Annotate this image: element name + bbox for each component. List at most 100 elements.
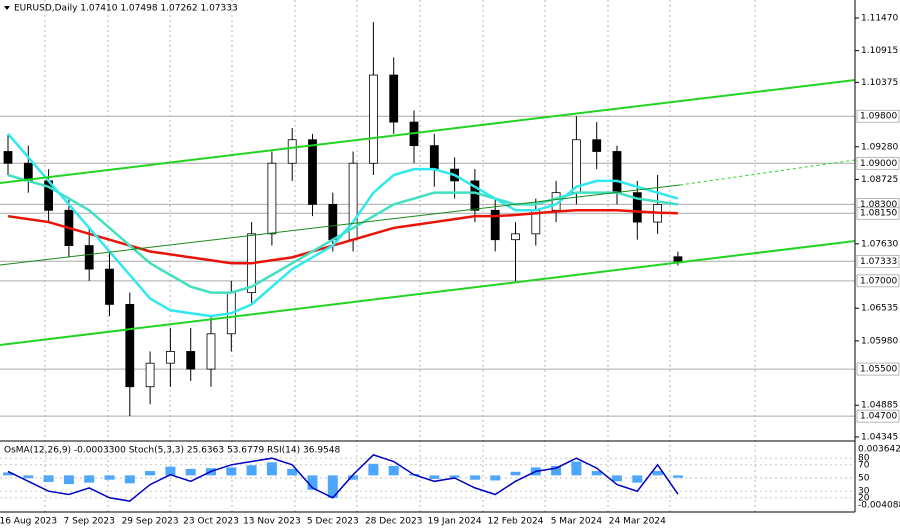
osma-bar (104, 475, 115, 480)
candle-body (429, 145, 439, 170)
stoch-tick-label: 70 (858, 460, 870, 470)
y-tick-label: 1.10915 (861, 46, 898, 56)
level-box (856, 409, 900, 423)
candle-body (308, 139, 317, 205)
level-label: 1.08300 (860, 200, 897, 210)
osma-bar (124, 475, 135, 484)
level-label: 1.09000 (860, 159, 897, 169)
osma-bar (307, 475, 318, 490)
y-tick-label: 1.04345 (861, 433, 898, 443)
level-label: 1.07333 (860, 257, 897, 267)
y-tick-label: 1.09280 (861, 142, 898, 152)
osma-bar (63, 475, 74, 485)
grid (44, 0, 756, 512)
y-tick-label: 1.04885 (861, 401, 898, 411)
osma-bar (327, 475, 338, 498)
level-box (856, 206, 900, 220)
candle-body (592, 139, 602, 152)
x-tick-label: 24 Mar 2024 (609, 517, 666, 527)
candle-body (632, 192, 642, 223)
candle-body (3, 151, 13, 164)
osma-bar (469, 475, 480, 480)
y-tick-label: 1.07630 (861, 239, 898, 249)
x-tick-label: 5 Mar 2024 (551, 517, 603, 527)
candle-body (206, 333, 216, 370)
osma-bar (287, 468, 298, 476)
osma-bar (429, 475, 440, 480)
osma-bar (84, 475, 95, 483)
candle-body (389, 74, 399, 123)
osma-bar (43, 475, 54, 482)
osma-bar (3, 472, 13, 476)
candle-body (186, 351, 196, 370)
x-tick-label: 7 Sep 2023 (64, 517, 115, 527)
candle-body (673, 256, 683, 262)
candle-body (84, 245, 94, 270)
level-label: 1.07000 (860, 276, 897, 286)
y-tick-label: 1.11470 (861, 14, 898, 24)
candle-body (105, 268, 114, 305)
x-tick-label: 23 Oct 2023 (183, 517, 239, 527)
osma-bar (246, 465, 257, 476)
osma-bar (551, 465, 562, 476)
candle-body (490, 209, 500, 241)
level-box (856, 254, 900, 268)
osma-bar (226, 467, 237, 476)
candle-body (368, 74, 378, 164)
level-label: 1.04700 (860, 412, 897, 422)
level-box (856, 109, 900, 123)
level-label: 1.05500 (860, 365, 897, 375)
osma-bar (348, 475, 359, 480)
level-label: 1.09800 (860, 112, 897, 122)
x-tick-label: 29 Sep 2023 (122, 517, 179, 527)
osma-bar (571, 461, 582, 476)
channel (0, 79, 856, 346)
candle-body (612, 151, 622, 194)
candle-body (145, 362, 155, 388)
x-tick-label: 28 Dec 2023 (365, 517, 423, 527)
candle-body (470, 180, 480, 211)
level-box (856, 156, 900, 170)
candle-body (267, 162, 277, 235)
x-tick-label: 19 Jan 2024 (428, 517, 482, 527)
candle-body (328, 204, 338, 241)
level-box (856, 274, 900, 288)
osma-tick-label: -0.0040886 (858, 501, 900, 511)
osma-bar (266, 462, 277, 476)
osma-bar (185, 468, 196, 476)
osma-bar (510, 471, 521, 476)
osma-bar (672, 475, 683, 478)
osma-bar (449, 475, 460, 478)
y-tick-label: 1.10375 (861, 78, 898, 88)
moving-average (7, 133, 679, 318)
stoch-line (7, 454, 679, 502)
x-tick-label: 16 Aug 2023 (0, 517, 57, 527)
y-tick-label: 1.08725 (861, 175, 898, 185)
osma-bar (652, 471, 663, 476)
osma-bar (23, 475, 34, 479)
level-label: 1.08150 (860, 209, 897, 219)
stoch-tick-label: 30 (858, 487, 870, 497)
x-tick-label: 13 Nov 2023 (243, 517, 301, 527)
osma-bar (368, 463, 379, 476)
osma-bar (632, 475, 643, 483)
stoch-tick-label: 80 (858, 454, 870, 464)
menu-arrow[interactable] (4, 6, 10, 10)
y-tick-label: 1.06535 (861, 304, 898, 314)
osma-bar (591, 471, 602, 476)
candle-body (511, 233, 520, 241)
x-tick-label: 12 Feb 2024 (487, 517, 543, 527)
y-tick-label: 1.05980 (861, 336, 898, 346)
candle-body (287, 139, 297, 164)
osma-bar (165, 466, 176, 476)
stoch-tick-label: 50 (858, 474, 870, 484)
osma-bar (388, 465, 399, 476)
osma-bar (145, 471, 156, 476)
candle-body (125, 303, 135, 388)
moving-average (7, 209, 678, 265)
level-box (856, 362, 900, 376)
osma-tick-label: 0.0036428 (858, 445, 900, 455)
chart-title: EURUSD,Daily 1.07410 1.07498 1.07262 1.0… (14, 4, 238, 14)
